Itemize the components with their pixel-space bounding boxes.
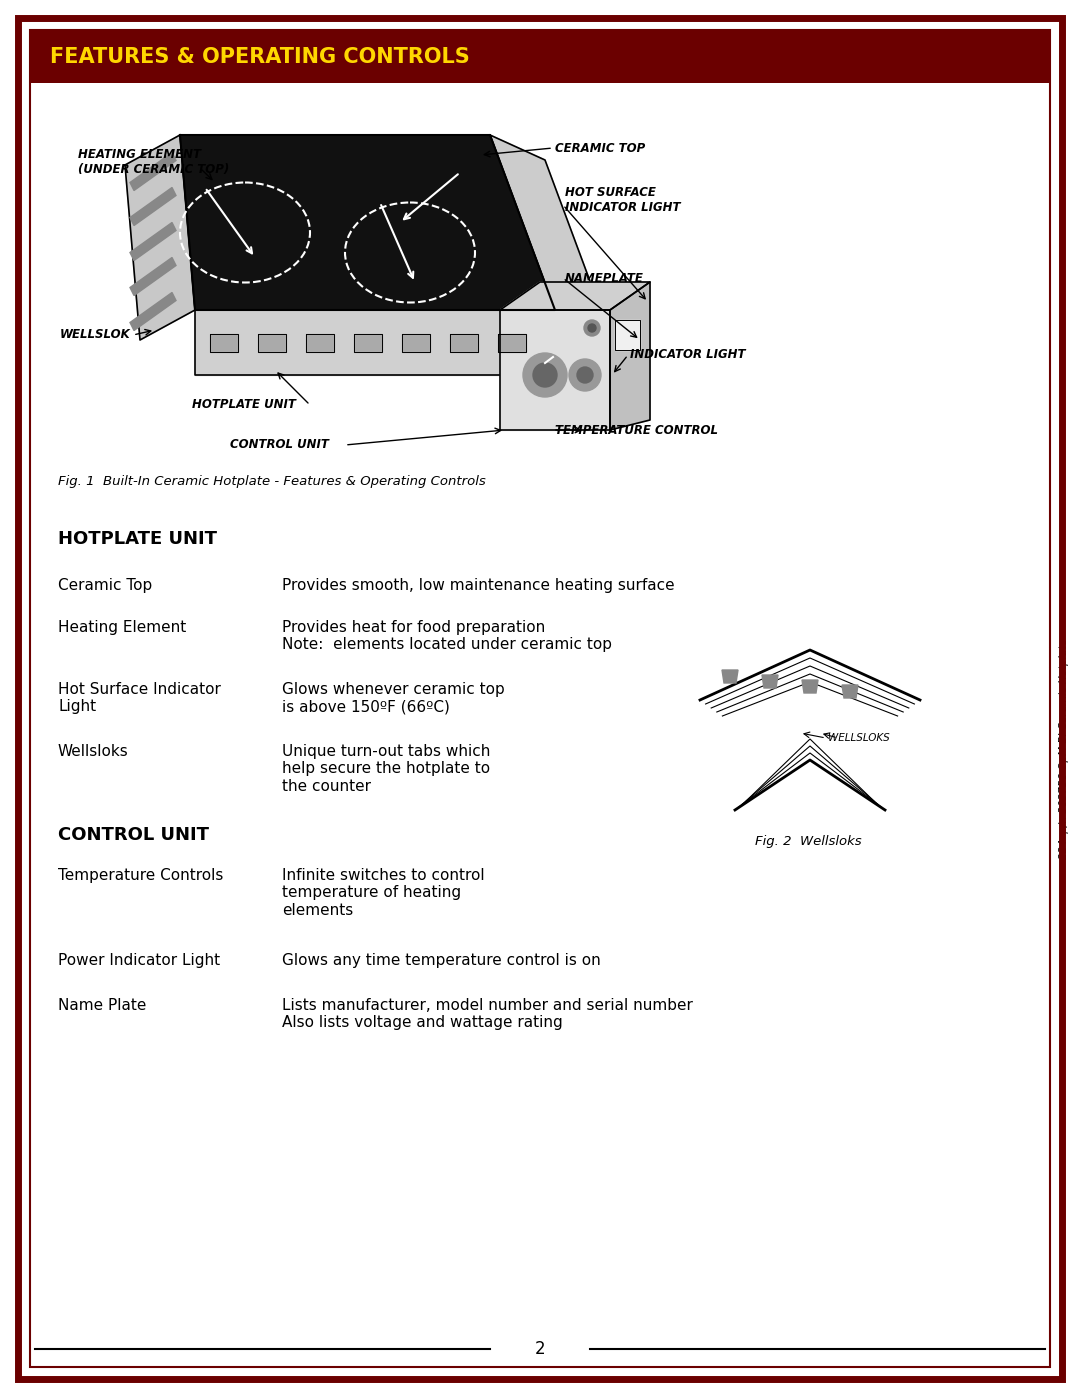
- Text: 224  p/n 303756 OpM BI Ceramic Hotplate: 224 p/n 303756 OpM BI Ceramic Hotplate: [1059, 638, 1069, 859]
- Polygon shape: [490, 136, 610, 335]
- Text: Fig. 1  Built-In Ceramic Hotplate - Features & Operating Controls: Fig. 1 Built-In Ceramic Hotplate - Featu…: [58, 475, 486, 488]
- Bar: [31, 31, 1049, 82]
- Text: HEATING ELEMENT
(UNDER CERAMIC TOP): HEATING ELEMENT (UNDER CERAMIC TOP): [78, 148, 229, 176]
- Polygon shape: [130, 187, 176, 225]
- Text: TEMPERATURE CONTROL: TEMPERATURE CONTROL: [555, 423, 718, 436]
- Text: CONTROL UNIT: CONTROL UNIT: [230, 439, 329, 451]
- Circle shape: [569, 359, 600, 391]
- Polygon shape: [500, 282, 650, 310]
- Polygon shape: [762, 675, 778, 687]
- Text: Name Plate: Name Plate: [58, 997, 147, 1013]
- Text: CERAMIC TOP: CERAMIC TOP: [555, 141, 645, 155]
- Text: NAMEPLATE: NAMEPLATE: [565, 271, 644, 285]
- Polygon shape: [306, 334, 334, 352]
- Circle shape: [534, 363, 557, 387]
- Polygon shape: [130, 257, 176, 296]
- Polygon shape: [130, 292, 176, 331]
- Circle shape: [523, 353, 567, 397]
- Polygon shape: [402, 334, 430, 352]
- Text: Provides heat for food preparation
Note:  elements located under ceramic top: Provides heat for food preparation Note:…: [282, 620, 612, 652]
- Polygon shape: [802, 680, 818, 693]
- Text: Infinite switches to control
temperature of heating
elements: Infinite switches to control temperature…: [282, 868, 485, 918]
- Polygon shape: [130, 152, 176, 190]
- Text: Unique turn-out tabs which
help secure the hotplate to
the counter: Unique turn-out tabs which help secure t…: [282, 745, 490, 793]
- Polygon shape: [450, 334, 478, 352]
- Text: Fig. 2  Wellsloks: Fig. 2 Wellsloks: [755, 835, 862, 848]
- Polygon shape: [354, 334, 382, 352]
- Polygon shape: [723, 671, 738, 683]
- Polygon shape: [615, 320, 640, 351]
- Polygon shape: [125, 136, 195, 339]
- Text: Hot Surface Indicator
Light: Hot Surface Indicator Light: [58, 682, 221, 714]
- Circle shape: [584, 320, 600, 337]
- Polygon shape: [130, 222, 176, 260]
- Text: Provides smooth, low maintenance heating surface: Provides smooth, low maintenance heating…: [282, 578, 675, 592]
- Text: Glows any time temperature control is on: Glows any time temperature control is on: [282, 953, 600, 968]
- Polygon shape: [500, 310, 610, 430]
- Polygon shape: [180, 136, 555, 310]
- Polygon shape: [210, 334, 238, 352]
- Text: WELLSLOK: WELLSLOK: [60, 328, 131, 341]
- Text: Temperature Controls: Temperature Controls: [58, 868, 224, 883]
- Text: Wellsloks: Wellsloks: [58, 745, 129, 759]
- Text: HOT SURFACE
INDICATOR LIGHT: HOT SURFACE INDICATOR LIGHT: [565, 186, 680, 214]
- Polygon shape: [258, 334, 286, 352]
- Polygon shape: [498, 334, 526, 352]
- Text: HOTPLATE UNIT: HOTPLATE UNIT: [192, 398, 296, 412]
- Text: 2: 2: [535, 1340, 545, 1358]
- Text: Power Indicator Light: Power Indicator Light: [58, 953, 220, 968]
- Text: WELLSLOKS: WELLSLOKS: [828, 733, 890, 743]
- Circle shape: [588, 324, 596, 332]
- Polygon shape: [842, 685, 858, 698]
- Text: HOTPLATE UNIT: HOTPLATE UNIT: [58, 529, 217, 548]
- Text: FEATURES & OPERATING CONTROLS: FEATURES & OPERATING CONTROLS: [50, 47, 470, 67]
- Text: Glows whenever ceramic top
is above 150ºF (66ºC): Glows whenever ceramic top is above 150º…: [282, 682, 504, 714]
- Polygon shape: [610, 282, 650, 430]
- Text: Lists manufacturer, model number and serial number
Also lists voltage and wattag: Lists manufacturer, model number and ser…: [282, 997, 693, 1031]
- Text: CONTROL UNIT: CONTROL UNIT: [58, 826, 210, 844]
- Polygon shape: [195, 310, 555, 374]
- Text: Ceramic Top: Ceramic Top: [58, 578, 152, 592]
- Text: Heating Element: Heating Element: [58, 620, 186, 636]
- Circle shape: [577, 367, 593, 383]
- Text: INDICATOR LIGHT: INDICATOR LIGHT: [630, 348, 745, 362]
